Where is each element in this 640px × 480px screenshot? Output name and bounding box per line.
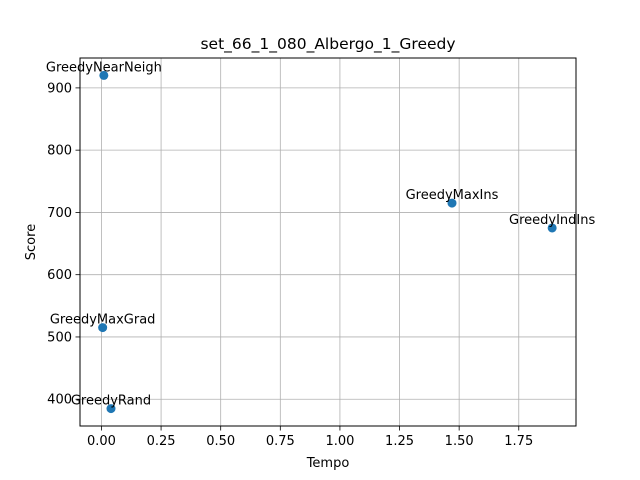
plot-frame [79, 57, 577, 427]
axis-ticks: 0.00 0.25 0.50 0.75 1.00 1.25 1.50 1.75 400 500 60… [47, 81, 533, 449]
y-tick-label: 900 [47, 81, 72, 96]
y-tick-label: 700 [47, 206, 72, 221]
scatter-point [98, 323, 108, 333]
x-tick-label: 1.75 [504, 434, 533, 449]
x-tick-label: 0.25 [147, 434, 176, 449]
scatter-point [99, 70, 109, 80]
grid-lines [80, 58, 576, 426]
x-tick-label: 1.50 [445, 434, 474, 449]
x-tick-label: 1.00 [325, 434, 354, 449]
chart-title: set_66_1_080_Albergo_1_Greedy [200, 35, 455, 54]
y-tick-label: 600 [47, 268, 72, 283]
point-label: GreedyNearNeigh [46, 60, 162, 75]
x-axis-label: Tempo [306, 456, 350, 471]
y-tick-label: 500 [47, 330, 72, 345]
x-tick-label: 0.50 [206, 434, 235, 449]
y-axis-label: Score [24, 224, 39, 260]
scatter-point [447, 198, 457, 208]
data-points [98, 70, 557, 414]
x-tick-label: 0.00 [87, 434, 116, 449]
y-tick-label: 800 [47, 144, 72, 159]
point-label: GreedyMaxIns [406, 188, 499, 203]
point-label: GreedyMaxGrad [50, 313, 156, 328]
point-labels: GreedyNearNeigh GreedyMaxIns GreedyIndIns G… [46, 60, 596, 408]
scatter-point [106, 404, 116, 414]
y-tick-label: 400 [47, 393, 72, 408]
scatter-point [547, 223, 557, 233]
point-label: GreedyRand [71, 394, 151, 409]
x-tick-label: 0.75 [266, 434, 295, 449]
point-label: GreedyIndIns [509, 213, 595, 228]
x-tick-label: 1.25 [385, 434, 414, 449]
